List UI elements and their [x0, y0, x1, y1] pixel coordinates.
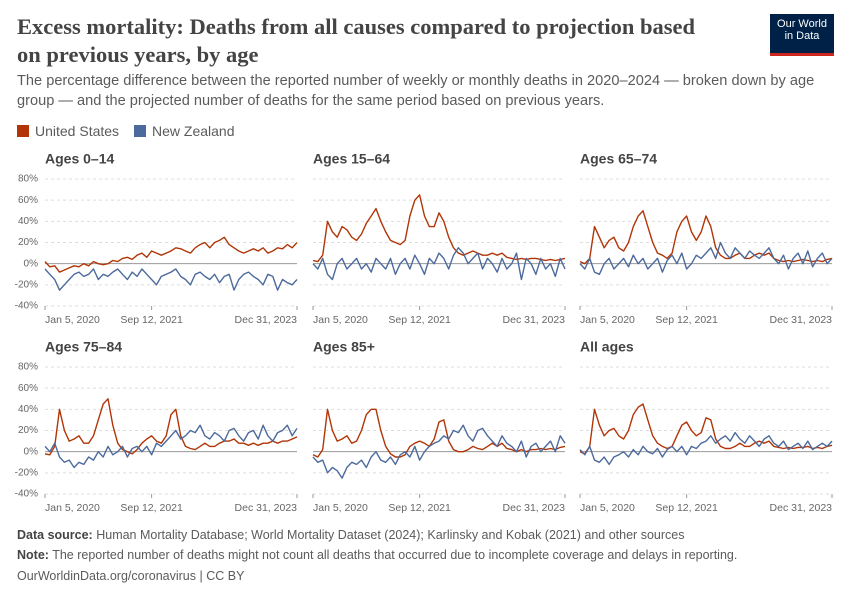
y-tick-label: -40%	[15, 489, 38, 500]
subtitle: The percentage difference between the re…	[17, 73, 815, 109]
series-line	[579, 210, 833, 265]
x-tick-label: Sep 12, 2021	[120, 502, 183, 514]
legend-item: New Zealand	[134, 123, 235, 139]
x-tick-label: Jan 5, 2020	[45, 314, 100, 326]
x-tick-label: Dec 31, 2023	[235, 502, 298, 514]
legend-swatch	[17, 125, 29, 137]
y-tick-label: 80%	[18, 174, 38, 185]
y-tick-label: 0%	[24, 258, 39, 269]
data-source-label: Data source:	[17, 528, 93, 542]
url: OurWorldinData.org/coronavirus | CC BY	[17, 569, 245, 583]
x-tick-label: Dec 31, 2023	[770, 314, 833, 326]
y-tick-label: 0%	[24, 446, 39, 457]
series-line	[44, 398, 298, 456]
logo-text: Our World	[777, 18, 827, 30]
x-tick-label: Dec 31, 2023	[770, 502, 833, 514]
title: Excess mortality: Deaths from all causes…	[17, 14, 696, 67]
y-tick-label: -20%	[15, 467, 38, 478]
series-line	[579, 241, 833, 275]
y-tick-label: 40%	[18, 404, 38, 415]
panel-title: Ages 65–74	[580, 151, 657, 167]
data-source-text: Human Mortality Database; World Mortalit…	[96, 528, 685, 542]
y-tick-label: -20%	[15, 279, 38, 290]
y-tick-label: -40%	[15, 301, 38, 312]
panel-title: All ages	[580, 339, 634, 355]
series-line	[44, 236, 298, 273]
panel-title: Ages 85+	[313, 339, 375, 355]
data-source: Data source: Human Mortality Database; W…	[17, 528, 684, 542]
y-tick-label: 20%	[18, 425, 38, 436]
x-tick-label: Jan 5, 2020	[313, 314, 368, 326]
y-tick-label: 20%	[18, 237, 38, 248]
panel-title: Ages 0–14	[45, 151, 114, 167]
series-line	[312, 408, 566, 458]
logo: Our World in Data	[770, 14, 834, 56]
legend-swatch	[134, 125, 146, 137]
y-tick-label: 40%	[18, 216, 38, 227]
legend-item: United States	[17, 123, 119, 139]
x-tick-label: Jan 5, 2020	[45, 502, 100, 514]
x-tick-label: Jan 5, 2020	[313, 502, 368, 514]
series-line	[579, 431, 833, 466]
x-tick-label: Dec 31, 2023	[503, 502, 566, 514]
panel-title: Ages 75–84	[45, 339, 122, 355]
legend-label: New Zealand	[152, 123, 235, 139]
series-line	[312, 247, 566, 281]
note-text: The reported number of deaths might not …	[52, 548, 738, 562]
y-tick-label: 80%	[18, 362, 38, 373]
y-tick-label: 60%	[18, 195, 38, 206]
x-tick-label: Sep 12, 2021	[120, 314, 183, 326]
series-line	[44, 268, 298, 291]
panel-title: Ages 15–64	[313, 151, 390, 167]
y-tick-label: 60%	[18, 383, 38, 394]
x-tick-label: Jan 5, 2020	[580, 314, 635, 326]
x-tick-label: Sep 12, 2021	[655, 502, 718, 514]
legend-label: United States	[35, 123, 120, 139]
logo-text: in Data	[784, 30, 820, 42]
series-line	[312, 424, 566, 479]
x-tick-label: Sep 12, 2021	[388, 314, 451, 326]
series-line	[312, 194, 566, 263]
series-line	[44, 424, 298, 469]
note: Note: The reported number of deaths migh…	[17, 548, 737, 562]
x-tick-label: Dec 31, 2023	[503, 314, 566, 326]
x-tick-label: Sep 12, 2021	[388, 502, 451, 514]
note-label: Note:	[17, 548, 49, 562]
x-tick-label: Dec 31, 2023	[235, 314, 298, 326]
x-tick-label: Jan 5, 2020	[580, 502, 635, 514]
x-tick-label: Sep 12, 2021	[655, 314, 718, 326]
